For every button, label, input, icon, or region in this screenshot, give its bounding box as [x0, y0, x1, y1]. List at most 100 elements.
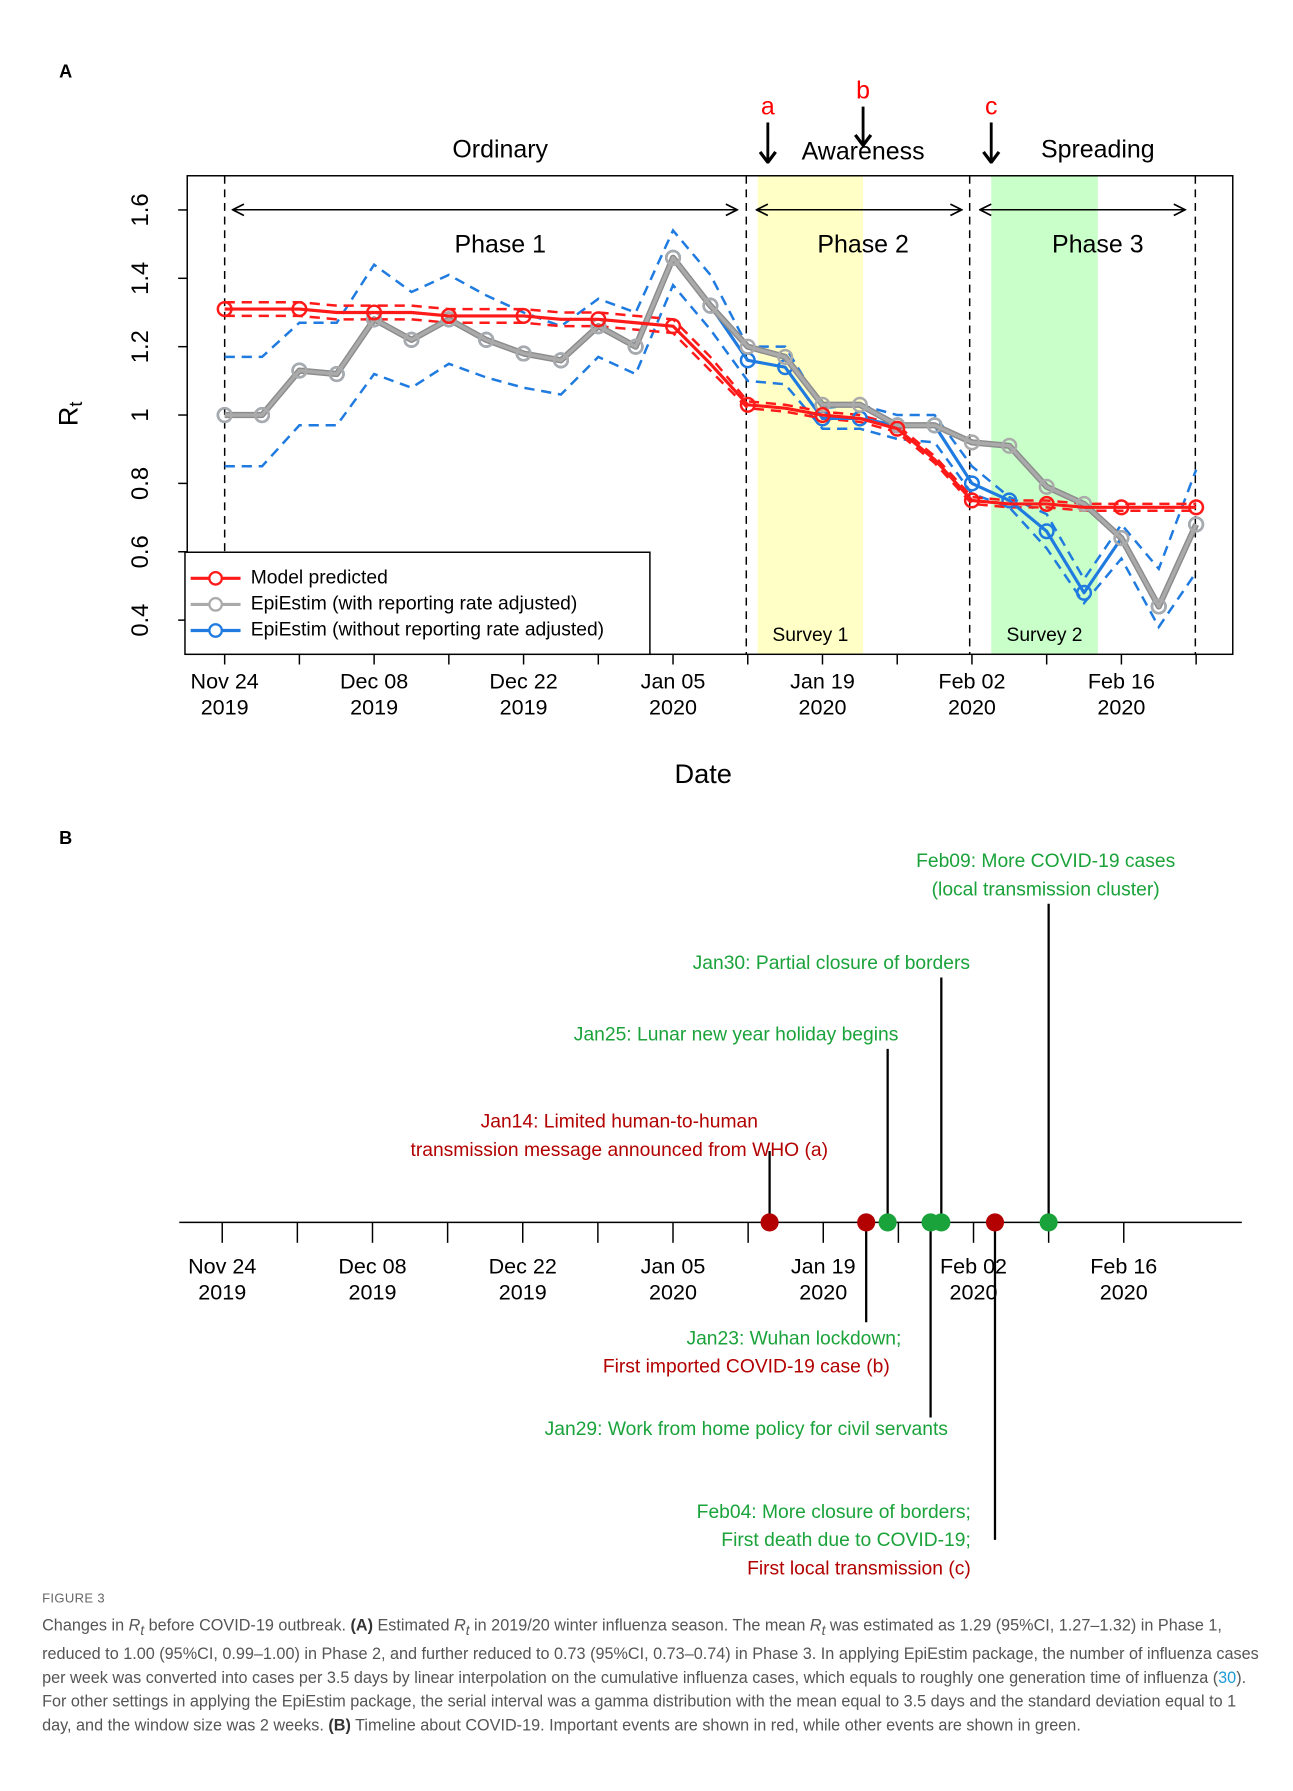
point [1001, 437, 1018, 454]
panel-label: B [59, 828, 72, 848]
caption-symbol: R [128, 1617, 141, 1636]
event-marker-label: b [856, 76, 870, 104]
point [478, 331, 495, 348]
x-tick-label-box: Jan 19 2020 [790, 670, 855, 721]
x-tick-label: Dec 08 2019 [338, 1255, 407, 1306]
caption-box: Changes in Rt before COVID-19 outbreak. … [42, 1615, 1261, 1738]
point [963, 492, 981, 509]
event-dot [932, 1213, 951, 1232]
point [590, 311, 607, 328]
caption-text: was estimated as 1.29 (95%CI, 1.27–1.32)… [42, 1617, 1259, 1688]
point [291, 362, 308, 379]
figure-label-box: FIGURE 3 [42, 1592, 105, 1606]
event-dot [760, 1213, 779, 1232]
point [814, 396, 831, 413]
point [515, 345, 532, 362]
point [216, 406, 233, 424]
panel-label: A [59, 61, 72, 81]
period-name: Spreading [1041, 135, 1155, 163]
legend-box [184, 551, 651, 656]
event-label: Jan25: Lunar new year holiday begins [574, 1024, 899, 1045]
y-tick-label: 1.2 [127, 330, 154, 363]
series-line [224, 307, 1197, 509]
x-tick-label-box: Dec 08 2019 [339, 670, 409, 721]
point [739, 338, 756, 355]
event-dot [1039, 1213, 1058, 1232]
event-marker-label: c [985, 92, 997, 120]
point [664, 249, 682, 266]
x-tick-label-box: Jan 05 2020 [640, 670, 706, 721]
x-tick-label: Jan 19 2020 [790, 670, 855, 721]
point [963, 434, 981, 451]
y-tick-label: 1.4 [127, 262, 154, 295]
event-dot [878, 1213, 897, 1232]
x-tick-label-box: Feb 16 2020 [1090, 1255, 1158, 1306]
y-tick-label: 0.4 [127, 604, 154, 637]
legend-label: EpiEstim (without reporting rate adjuste… [251, 620, 604, 641]
point [291, 301, 308, 318]
point [1038, 523, 1055, 540]
point [552, 352, 569, 369]
point [1038, 495, 1055, 512]
caption-bold: (B) [328, 1716, 351, 1735]
x-tick-label: Feb 02 2020 [938, 670, 1006, 721]
legend-label: Model predicted [251, 567, 388, 588]
x-tick-label: Nov 24 2019 [190, 670, 259, 721]
event-marker-label: a [761, 92, 775, 120]
event-label: Jan29: Work from home policy for civil s… [545, 1419, 948, 1440]
point [1188, 516, 1205, 533]
x-tick-label-box: Dec 22 2019 [489, 670, 557, 720]
point [702, 297, 719, 314]
event-label: First imported COVID-19 case (b) [603, 1357, 890, 1378]
ci-line [224, 314, 1197, 512]
ci-line [224, 300, 1197, 506]
x-tick-label-box: Dec 08 2019 [338, 1255, 407, 1306]
event-label: Jan14: Limited human-to-human [481, 1112, 758, 1133]
point [366, 304, 383, 321]
event-dot [985, 1213, 1005, 1232]
point [1188, 499, 1205, 516]
caption-text: ). For other settings in applying the Ep… [42, 1669, 1247, 1735]
survey-label: Survey 2 [1007, 625, 1083, 646]
x-tick-label: Dec 22 2019 [488, 1255, 557, 1306]
legend-marker [208, 570, 223, 586]
event-dot [857, 1213, 876, 1232]
point [1075, 584, 1093, 601]
x-tick-label: Feb 16 2020 [1090, 1255, 1158, 1306]
caption-reference[interactable]: 30 [1218, 1669, 1237, 1688]
phase-label: Phase 1 [454, 231, 546, 259]
point [664, 318, 682, 335]
point [403, 331, 420, 348]
point [216, 301, 233, 318]
caption-bold: (A) [350, 1617, 373, 1636]
x-tick-label-box: Jan 19 2020 [791, 1255, 856, 1305]
legend-label: EpiEstim (with reporting rate adjusted) [251, 593, 578, 614]
point [253, 406, 271, 424]
ci-line [224, 228, 1198, 582]
x-tick-label-box: Jan 05 2020 [640, 1255, 706, 1306]
x-axis-title: Date [674, 758, 731, 789]
x-tick-label-box: Feb 02 2020 [940, 1255, 1007, 1305]
x-tick-label: Jan 05 2020 [640, 670, 706, 721]
x-tick-label-box: Feb 02 2020 [938, 670, 1006, 721]
point [1150, 598, 1167, 615]
point [963, 475, 981, 492]
event-label: First local transmission (c) [747, 1559, 971, 1580]
point [515, 307, 532, 324]
legend-marker [208, 597, 223, 612]
point [440, 307, 457, 324]
event-label: First death due to COVID-19; [721, 1530, 971, 1551]
x-tick-label: Dec 08 2019 [339, 670, 409, 721]
event-label: Jan30: Partial closure of borders [693, 953, 970, 974]
x-tick-label-box: Nov 24 2019 [190, 670, 259, 721]
x-tick-label: Feb 16 2020 [1087, 670, 1155, 721]
x-tick-label: Jan 05 2020 [640, 1255, 706, 1306]
x-tick-label-box: Dec 22 2019 [488, 1255, 557, 1306]
caption: Changes in Rt before COVID-19 outbreak. … [42, 1615, 1261, 1738]
caption-text: Estimated [372, 1617, 455, 1636]
point [851, 396, 868, 413]
point [1038, 478, 1055, 495]
x-tick-label-box: Feb 16 2020 [1087, 670, 1155, 721]
point [1113, 499, 1130, 516]
